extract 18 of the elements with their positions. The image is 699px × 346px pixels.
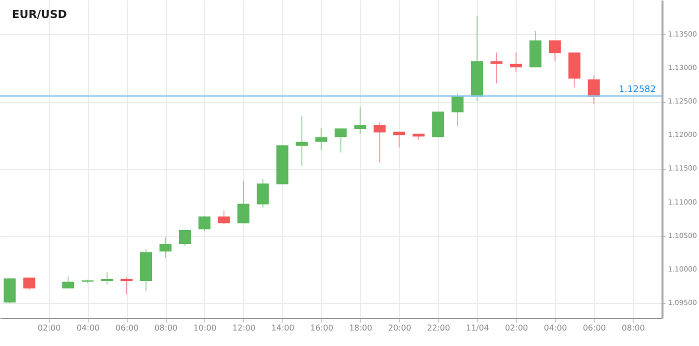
x-tick-label: 10:00	[193, 324, 216, 332]
ref-line-label: 1.12582	[618, 85, 656, 96]
x-tick-label: 18:00	[349, 324, 372, 332]
x-tick-label: 02:00	[38, 324, 61, 332]
text: EUR/USD	[12, 8, 67, 21]
x-tick-label: 12:00	[232, 324, 256, 332]
x-tick-label: 22:00	[427, 324, 450, 332]
x-tick-label: 08:00	[154, 324, 178, 332]
x-tick-label: 20:00	[388, 324, 412, 332]
x-tick-label: 06:00	[116, 324, 139, 332]
x-tick-label: 06:00	[582, 324, 606, 332]
x-tick-label: 04:00	[76, 324, 100, 332]
x-tick-label: 04:00	[544, 324, 567, 332]
x-tick-label: 08:00	[622, 324, 645, 332]
x-tick-label: 14:00	[271, 324, 294, 332]
x-tick-label: 11/04	[466, 324, 490, 332]
x-tick-label: 16:00	[310, 324, 334, 332]
x-tick-label: 02:00	[504, 324, 528, 332]
